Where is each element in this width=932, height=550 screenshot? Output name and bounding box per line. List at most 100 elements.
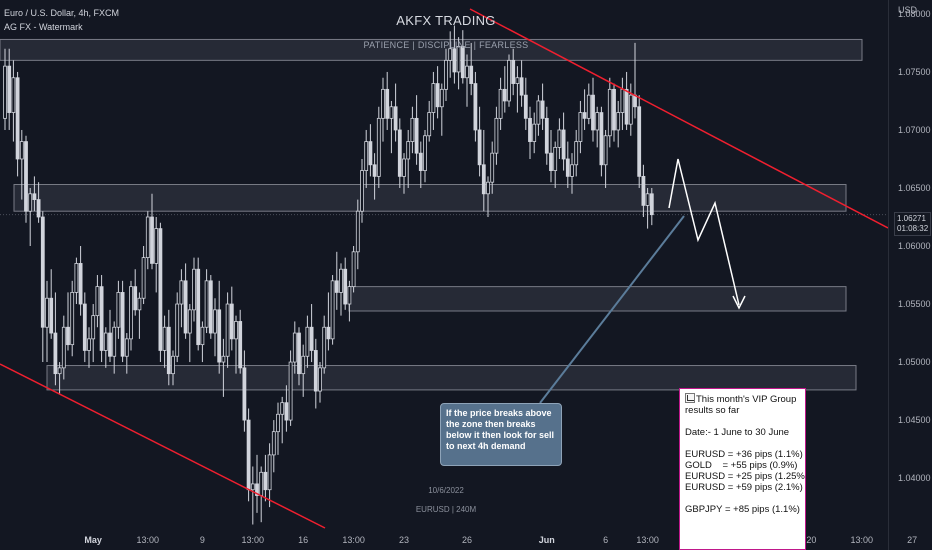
x-tick-label: 13:00	[342, 535, 365, 545]
zone-rect	[13, 184, 847, 212]
candle-body	[389, 106, 394, 119]
candle	[397, 118, 402, 188]
price-chart[interactable]	[0, 0, 888, 550]
candle-body	[334, 280, 339, 293]
candle-body	[162, 326, 167, 351]
candle-body	[133, 286, 138, 311]
candle-body	[633, 94, 637, 108]
candle	[439, 83, 444, 136]
x-tick-label: 13:00	[636, 535, 659, 545]
watermark-date: 10/6/2022	[428, 486, 464, 495]
y-tick-label: 1.04500	[898, 415, 931, 426]
candle-body	[36, 199, 41, 218]
current-price-label: 1.06271 01:08:32	[894, 212, 931, 236]
candle-body	[582, 112, 587, 119]
candle	[410, 106, 415, 154]
candle	[469, 42, 474, 96]
callout-pointer	[539, 215, 685, 404]
candle-body	[82, 303, 87, 351]
watermark-symbol: EURUSD | 240M	[415, 505, 477, 514]
candle	[129, 280, 133, 351]
candle-body	[297, 332, 301, 375]
candle	[393, 83, 398, 142]
candle-body	[641, 175, 646, 206]
candle	[641, 164, 646, 218]
candle-body	[624, 88, 629, 125]
candle-body	[406, 141, 411, 160]
candle	[91, 304, 96, 363]
vip-date-range: Date:- 1 June to 30 June	[685, 427, 790, 438]
candle	[372, 153, 377, 200]
candle	[225, 292, 230, 368]
candle-body	[208, 280, 213, 334]
candle	[553, 141, 558, 188]
candle	[32, 176, 37, 212]
candle-body	[192, 268, 196, 311]
candle	[607, 77, 612, 148]
y-tick-label: 1.07000	[898, 124, 931, 135]
candle	[40, 211, 45, 363]
watermark-title: AKFX TRADING	[396, 13, 496, 28]
candle	[435, 66, 440, 119]
candle	[381, 77, 385, 142]
x-tick-label: 9	[199, 535, 205, 545]
candle	[456, 37, 461, 90]
candle-body	[301, 355, 306, 375]
candle	[557, 118, 562, 159]
candle-body	[574, 141, 579, 166]
candle	[280, 396, 285, 444]
candle-body	[221, 355, 226, 363]
candle-body	[507, 59, 511, 102]
candle-body	[229, 303, 234, 340]
candle	[620, 77, 625, 130]
zone-rect	[46, 365, 857, 391]
bar-countdown: 01:08:32	[897, 224, 929, 233]
candle	[87, 327, 91, 368]
candle	[53, 292, 58, 386]
candle-body	[242, 367, 247, 421]
candle-body	[234, 321, 238, 340]
candle	[318, 362, 322, 403]
candle-body	[326, 326, 331, 340]
candle-body	[351, 251, 356, 288]
candle	[11, 60, 16, 142]
candle	[124, 333, 129, 374]
candle-body	[305, 326, 310, 357]
candle-body	[565, 158, 570, 177]
candle-body	[460, 46, 465, 79]
candle-body	[166, 326, 171, 375]
x-tick-label: 16	[298, 535, 309, 545]
candle-body	[154, 228, 159, 264]
candle-body	[141, 257, 146, 299]
candle	[649, 187, 654, 226]
candle-body	[183, 280, 188, 334]
indicator-label[interactable]: AG FX - Watermark	[4, 22, 83, 32]
candle-body	[28, 193, 33, 212]
candle	[70, 280, 75, 357]
candle-body	[158, 228, 163, 351]
candle	[24, 135, 28, 223]
candle-body	[49, 297, 54, 334]
candle-body	[24, 141, 28, 212]
y-tick-label: 1.05000	[898, 357, 931, 368]
lower-trendline	[0, 363, 326, 529]
candle	[502, 66, 507, 113]
candle	[582, 89, 587, 130]
candle	[242, 350, 247, 432]
x-tick-label: 27	[907, 535, 918, 545]
candle-body	[120, 292, 125, 357]
candle-body	[112, 326, 117, 357]
candle-body	[360, 170, 364, 212]
candle	[561, 112, 566, 171]
candle-body	[607, 88, 612, 137]
candle	[448, 31, 453, 78]
candle-body	[612, 88, 616, 131]
candle-body	[200, 326, 205, 346]
price-axis[interactable]	[888, 0, 932, 550]
candle-body	[498, 88, 503, 119]
candle-body	[213, 309, 217, 334]
callout-note[interactable]: If the price breaks above the zone then …	[440, 403, 562, 466]
candle-body	[540, 100, 545, 119]
candle	[486, 176, 490, 218]
